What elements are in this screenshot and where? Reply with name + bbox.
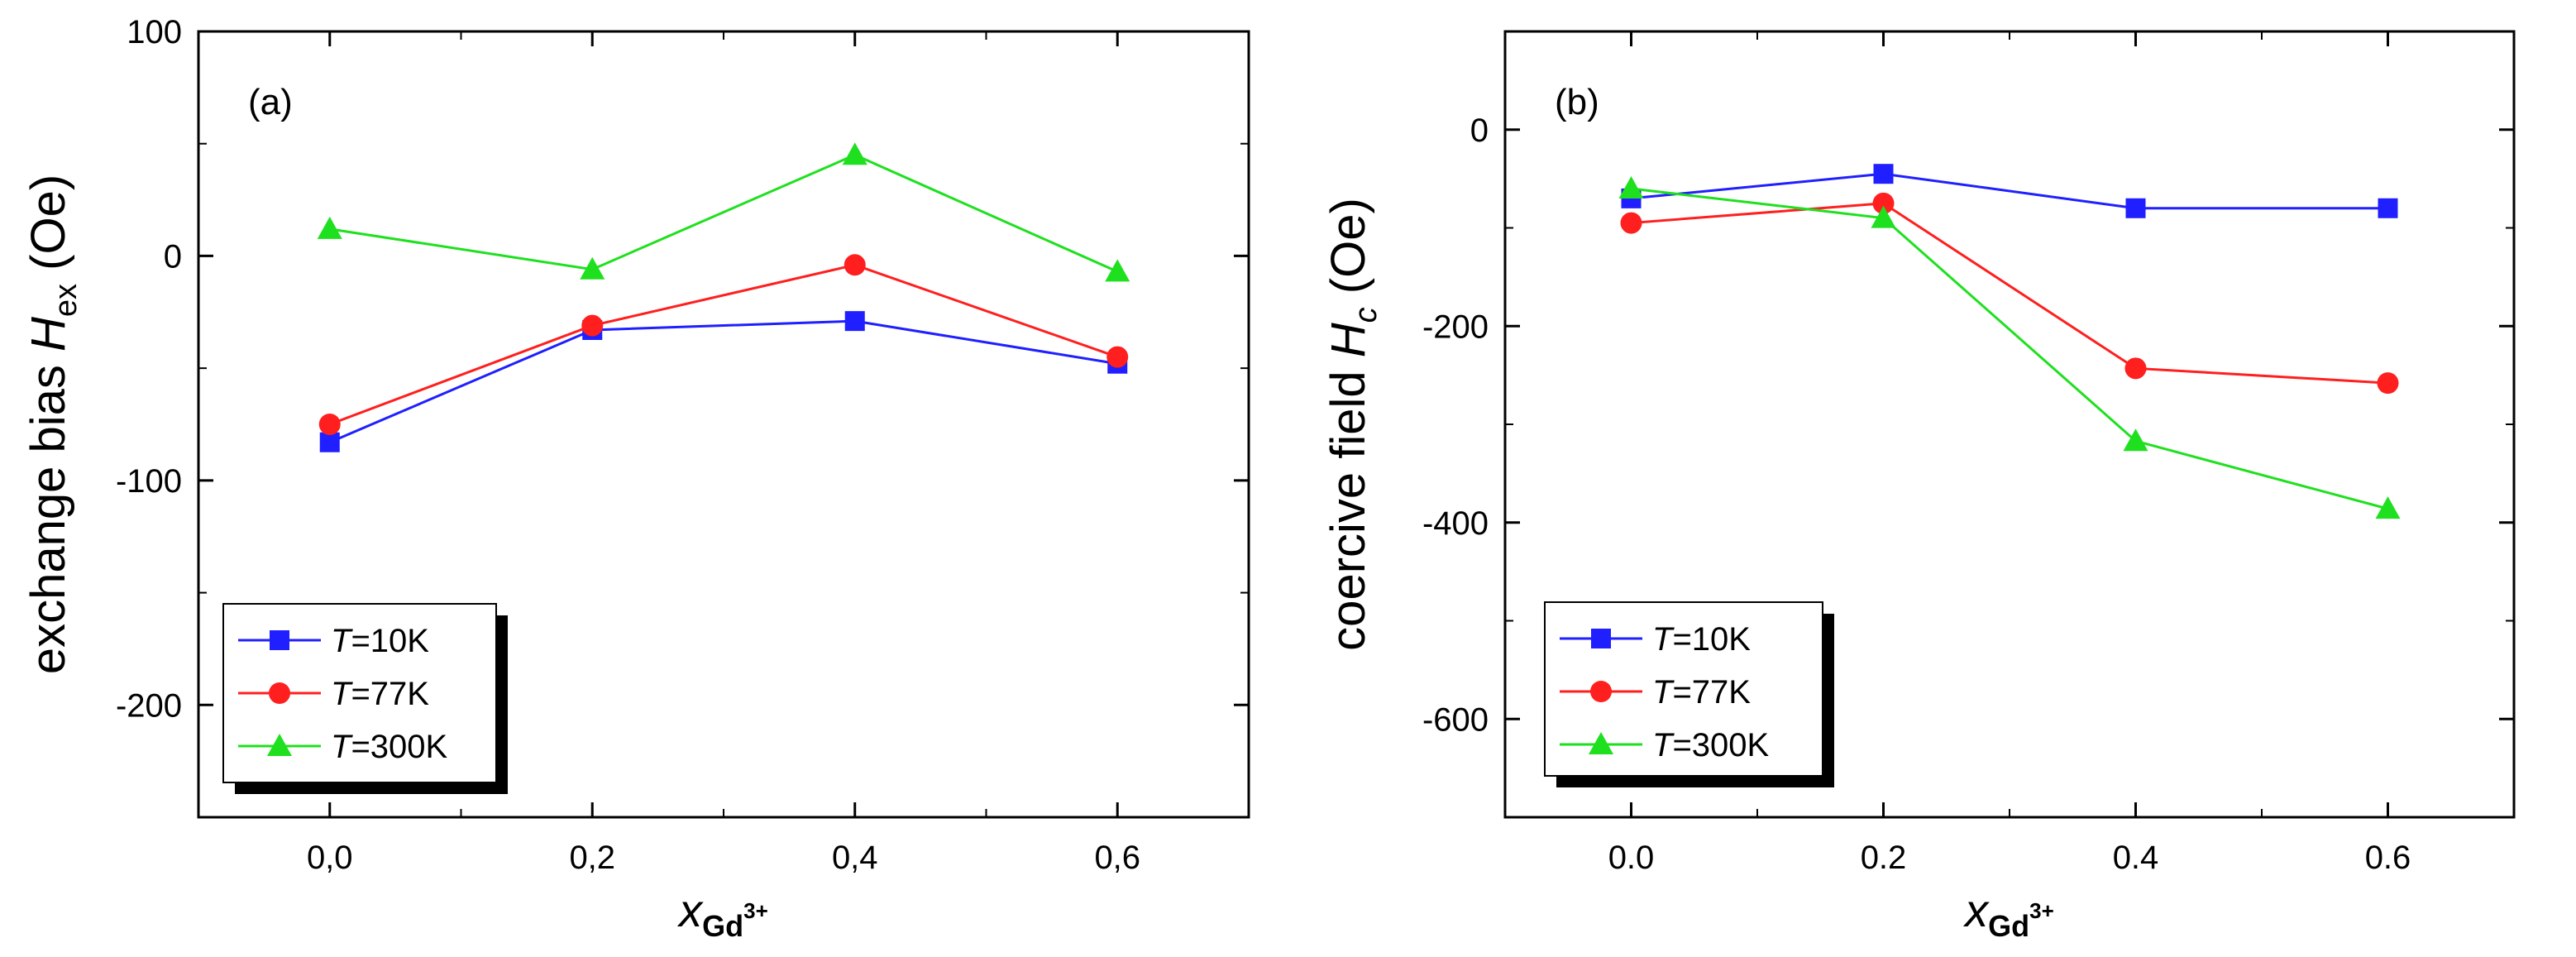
- legend-entry-symbol: T: [1652, 621, 1675, 658]
- panel-label: (a): [248, 82, 293, 122]
- series-line-10K: [1631, 172, 2388, 210]
- legend-entry-label: T=10K: [1652, 621, 1751, 658]
- y-axis-label-subscript: c: [1349, 307, 1384, 323]
- y-tick-label: -400: [1422, 505, 1489, 542]
- data-point-circle: [1620, 212, 1642, 234]
- x-axis-label-superscript: 3+: [743, 898, 768, 923]
- legend-entry-label: T=77K: [331, 676, 429, 712]
- chart-panel-b: 0.0 0.2 0.4 0.6 0 -200 -400 -600 coercive field …: [1321, 30, 2516, 943]
- data-point-triangle: [1618, 176, 1644, 199]
- data-point-square: [2378, 198, 2398, 218]
- legend-entry-value: =300K: [351, 729, 447, 765]
- legend-entry-symbol: T: [331, 623, 353, 659]
- y-axis-label-main: exchange bias: [22, 352, 75, 674]
- data-point-circle: [844, 254, 866, 276]
- series-line-77K: [329, 263, 1118, 426]
- data-point-circle: [1106, 346, 1129, 368]
- y-axis-label-unit: (Oe): [1321, 198, 1375, 307]
- data-point-circle: [318, 414, 341, 435]
- data-point-square: [319, 432, 340, 452]
- y-tick-label: -200: [116, 687, 182, 724]
- y-tick-label: 0: [1470, 112, 1489, 149]
- data-point-triangle: [2375, 496, 2401, 519]
- x-axis-label-symbol: x: [676, 884, 704, 936]
- data-point-circle: [2377, 372, 2399, 395]
- x-axis-label: xGd3+: [1962, 884, 2054, 943]
- y-tick-label: 100: [127, 14, 182, 50]
- y-axis-label-main: coercive field: [1321, 357, 1375, 651]
- data-point-triangle: [842, 142, 867, 165]
- legend-marker-circle: [269, 682, 290, 704]
- x-tick-label: 0.2: [1861, 840, 1907, 876]
- data-point-triangle: [2123, 428, 2148, 452]
- data-point-circle: [1872, 192, 1895, 214]
- y-axis-label-unit: (Oe): [22, 175, 75, 284]
- series-line-10K: [329, 319, 1118, 444]
- legend-entry-symbol: T: [1652, 674, 1675, 711]
- y-axis-label: exchange bias Hex (Oe): [22, 175, 84, 674]
- legend-entry-label: T=77K: [1652, 674, 1751, 711]
- data-point-square: [1873, 164, 1894, 184]
- x-tick-label: 0,4: [832, 840, 878, 876]
- x-tick-label: 0.6: [2365, 840, 2411, 876]
- legend-entry-value: =77K: [1672, 674, 1751, 711]
- legend-entry-label: T=300K: [1652, 727, 1770, 763]
- legend-marker-circle: [1590, 681, 1612, 702]
- data-point-triangle: [1105, 259, 1130, 282]
- y-axis-label-symbol: H: [1321, 323, 1375, 357]
- x-tick-label: 0.0: [1608, 840, 1655, 876]
- legend-marker-square: [1591, 629, 1611, 648]
- legend-entry-value: =300K: [1672, 727, 1769, 763]
- data-point-square: [2125, 198, 2146, 218]
- x-axis-label-superscript: 3+: [2029, 898, 2054, 923]
- x-tick-label: 0.4: [2113, 840, 2159, 876]
- series-line-77K: [1631, 202, 2388, 385]
- data-point-circle: [581, 314, 604, 337]
- y-tick-label: -100: [116, 463, 182, 500]
- y-tick-label: -200: [1422, 309, 1489, 345]
- data-point-triangle: [580, 256, 605, 280]
- legend-entry-label: T=10K: [331, 623, 429, 659]
- x-axis-label-symbol: x: [1962, 884, 1990, 936]
- x-tick-label: 0,2: [569, 840, 615, 876]
- legend-entry-label: T=300K: [331, 729, 448, 765]
- y-axis-label-subscript: ex: [49, 284, 84, 317]
- chart-panel-a: 0,0 0,2 0,4 0,6 100 0 -100 -200 exchange bias He…: [22, 14, 1250, 943]
- legend-entry-value: =77K: [351, 676, 429, 712]
- legend-entry-symbol: T: [331, 729, 353, 765]
- data-point-circle: [2124, 357, 2147, 380]
- y-axis-label-symbol: H: [22, 317, 75, 352]
- y-tick-label: -600: [1422, 701, 1489, 738]
- legend-entry-value: =10K: [351, 623, 429, 659]
- x-axis-label-subscript: Gd: [702, 909, 743, 943]
- series-line-300K: [329, 153, 1118, 273]
- y-tick-label: 0: [164, 238, 182, 275]
- legend-entry-symbol: T: [331, 676, 353, 712]
- legend-entry-symbol: T: [1652, 727, 1675, 763]
- legend-marker-triangle: [1589, 732, 1613, 754]
- x-axis-label: xGd3+: [676, 884, 768, 943]
- series-line-300K: [1631, 187, 2388, 510]
- y-axis-label: coercive field Hc (Oe): [1321, 198, 1384, 651]
- legend-entry-value: =10K: [1672, 621, 1751, 658]
- x-tick-label: 0,6: [1094, 840, 1140, 876]
- panel-label: (b): [1555, 82, 1599, 122]
- x-axis-label-subscript: Gd: [1988, 909, 2029, 943]
- legend-marker-square: [270, 630, 289, 650]
- data-point-triangle: [317, 216, 342, 239]
- legend-marker-triangle: [267, 734, 292, 756]
- data-point-triangle: [1871, 205, 1896, 228]
- data-point-square: [844, 311, 865, 332]
- x-tick-label: 0,0: [307, 840, 353, 876]
